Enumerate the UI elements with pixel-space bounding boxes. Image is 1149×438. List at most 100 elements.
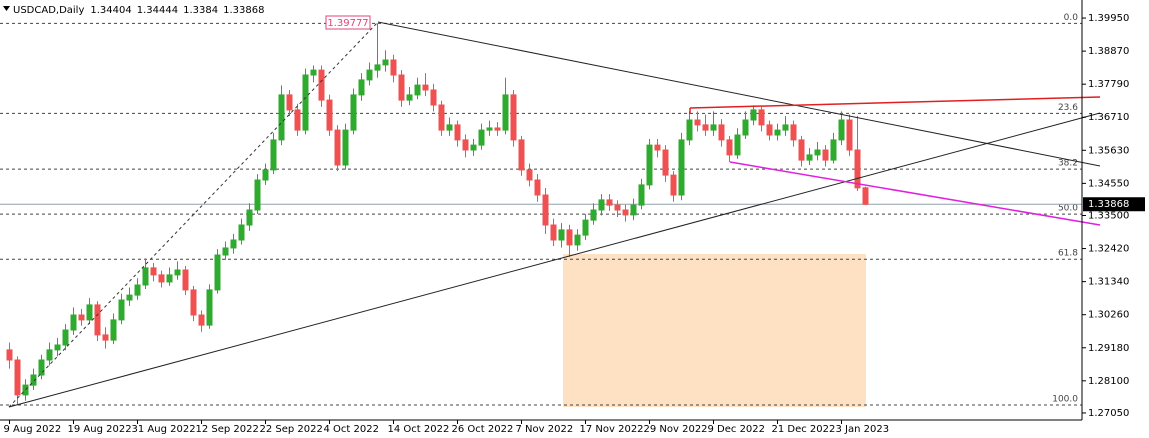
candle-body bbox=[518, 139, 525, 171]
y-tick-label: 1.32420 bbox=[1088, 244, 1129, 255]
candle-body bbox=[726, 139, 733, 156]
candle-body bbox=[142, 267, 149, 286]
candle-body bbox=[334, 129, 341, 166]
candle-body bbox=[542, 194, 549, 226]
candle-body bbox=[478, 129, 485, 146]
candle-body bbox=[566, 229, 573, 246]
candle-body bbox=[102, 334, 109, 341]
candle-body bbox=[302, 74, 309, 131]
candle-body bbox=[654, 144, 661, 151]
candle-body bbox=[510, 94, 517, 141]
candle-body bbox=[662, 149, 669, 176]
candle-body bbox=[326, 99, 333, 131]
candle-body bbox=[38, 359, 45, 376]
fibo-label: 50.0 bbox=[1058, 204, 1078, 214]
candle-body bbox=[342, 129, 349, 166]
price-label: 1.33868 bbox=[1088, 199, 1129, 210]
candle-body bbox=[350, 94, 357, 131]
price-label-box bbox=[1083, 197, 1145, 212]
x-tick-label: 17 Nov 2022 bbox=[580, 424, 644, 435]
candle-body bbox=[742, 119, 749, 136]
candle-body bbox=[78, 314, 85, 321]
candle-body bbox=[630, 204, 637, 216]
candle-body bbox=[718, 124, 725, 141]
high-label: 1.39777 bbox=[327, 18, 368, 29]
candle-body bbox=[558, 229, 565, 241]
candle-body bbox=[414, 84, 421, 96]
candle-body bbox=[430, 89, 437, 106]
candle-body bbox=[94, 304, 101, 336]
header-open: 1.34404 bbox=[90, 5, 131, 16]
candle-body bbox=[438, 104, 445, 131]
trendline bbox=[729, 161, 1101, 226]
x-tick-label: 26 Oct 2022 bbox=[452, 424, 514, 435]
x-tick-label: 22 Sep 2022 bbox=[260, 424, 323, 435]
candle-body bbox=[862, 187, 869, 205]
y-tick-label: 1.37790 bbox=[1088, 79, 1129, 90]
candle-body bbox=[774, 129, 781, 136]
y-tick-label: 1.35630 bbox=[1088, 145, 1129, 156]
candle-body bbox=[470, 144, 477, 151]
candle-body bbox=[486, 127, 493, 131]
header-close: 1.33868 bbox=[223, 5, 264, 16]
x-tick-label: 4 Oct 2022 bbox=[324, 424, 379, 435]
y-tick-label: 1.27050 bbox=[1088, 408, 1129, 419]
fibo-label: 38.2 bbox=[1058, 159, 1078, 169]
candle-body bbox=[118, 299, 125, 321]
candle-body bbox=[550, 224, 557, 241]
candle-body bbox=[678, 139, 685, 196]
x-tick-label: 9 Aug 2022 bbox=[4, 424, 62, 435]
candle-body bbox=[454, 124, 461, 141]
candle-body bbox=[70, 314, 77, 331]
x-tick-label: 12 Sep 2022 bbox=[196, 424, 259, 435]
x-tick-label: 31 Aug 2022 bbox=[132, 424, 196, 435]
fibo-label: 23.6 bbox=[1058, 103, 1078, 113]
candle-body bbox=[230, 239, 237, 249]
candle-body bbox=[214, 254, 221, 291]
drawings-over: 1.39777 bbox=[8, 15, 1101, 408]
candle-body bbox=[46, 349, 53, 361]
fibo-label: 100.0 bbox=[1052, 395, 1078, 405]
candle-body bbox=[694, 119, 701, 126]
y-tick-label: 1.39950 bbox=[1088, 13, 1129, 24]
candle-body bbox=[366, 69, 373, 81]
x-tick-label: 14 Oct 2022 bbox=[388, 424, 450, 435]
candle-body bbox=[598, 199, 605, 211]
candle-body bbox=[710, 124, 717, 131]
candle-body bbox=[398, 74, 405, 101]
candle-body bbox=[110, 319, 117, 341]
candle-body bbox=[790, 124, 797, 141]
candle-body bbox=[126, 294, 133, 301]
zone-rectangle bbox=[563, 254, 866, 407]
fibo-connector bbox=[8, 21, 379, 408]
candle-body bbox=[782, 124, 789, 131]
candle-body bbox=[310, 69, 317, 76]
candle-body bbox=[6, 349, 13, 361]
x-tick-label: 9 Dec 2022 bbox=[708, 424, 766, 435]
candle-body bbox=[166, 274, 173, 283]
candle-body bbox=[406, 94, 413, 101]
candle-body bbox=[254, 179, 261, 211]
header-arrow bbox=[3, 6, 10, 11]
x-tick-label: 7 Nov 2022 bbox=[516, 424, 574, 435]
candle-body bbox=[158, 274, 165, 283]
candle-body bbox=[638, 184, 645, 206]
y-tick-label: 1.34550 bbox=[1088, 178, 1129, 189]
candle-body bbox=[86, 304, 93, 321]
candle-body bbox=[222, 247, 229, 256]
candle-body bbox=[318, 69, 325, 101]
y-tick-label: 1.38870 bbox=[1088, 46, 1129, 57]
candle-body bbox=[830, 139, 837, 161]
y-tick-label: 1.29180 bbox=[1088, 343, 1129, 354]
y-tick-label: 1.33500 bbox=[1088, 211, 1129, 222]
y-tick-label: 1.31340 bbox=[1088, 277, 1129, 288]
candle-body bbox=[502, 94, 509, 131]
x-tick-label: 29 Nov 2022 bbox=[644, 424, 708, 435]
trendline bbox=[689, 96, 1101, 109]
candle-body bbox=[262, 169, 269, 181]
candle-body bbox=[582, 219, 589, 236]
candle-body bbox=[814, 149, 821, 156]
candle-body bbox=[806, 154, 813, 161]
candle-body bbox=[246, 209, 253, 226]
